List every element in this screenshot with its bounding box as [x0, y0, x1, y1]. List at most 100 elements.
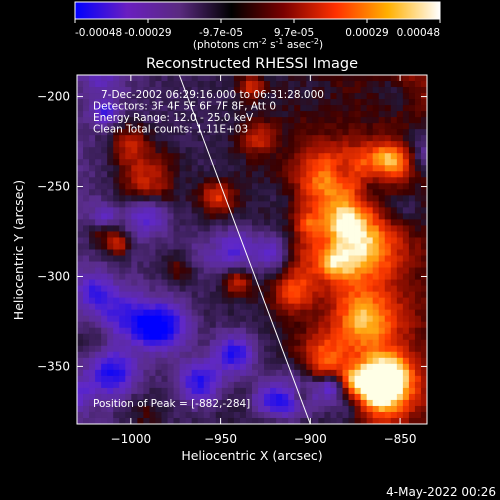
heatmap-cell	[420, 201, 427, 208]
heatmap-cell	[89, 291, 96, 299]
heatmap-cell	[324, 177, 331, 184]
heatmap-cell	[372, 171, 380, 178]
heatmap-cell	[276, 303, 283, 311]
heatmap-cell	[264, 363, 271, 371]
heatmap-cell	[101, 219, 108, 226]
heatmap-cell	[348, 333, 355, 341]
heatmap-cell	[306, 369, 313, 377]
heatmap-cell	[107, 237, 114, 244]
heatmap-cell	[155, 357, 162, 365]
heatmap-cell	[252, 249, 259, 256]
heatmap-cell	[197, 153, 205, 160]
heatmap-cell	[137, 327, 144, 335]
heatmap-cell	[131, 357, 138, 365]
heatmap-cell	[119, 303, 126, 311]
heatmap-cell	[306, 201, 313, 208]
heatmap-cell	[191, 411, 199, 419]
heatmap-cell	[185, 381, 193, 389]
heatmap-cell	[342, 303, 349, 311]
heatmap-cell	[215, 321, 223, 329]
heatmap-cell	[318, 333, 325, 341]
heatmap-cell	[197, 363, 205, 371]
heatmap-cell	[306, 327, 313, 335]
heatmap-cell	[245, 81, 253, 88]
heatmap-cell	[125, 237, 132, 244]
heatmap-cell	[143, 141, 150, 148]
heatmap-cell	[396, 99, 404, 106]
heatmap-cell	[185, 369, 193, 377]
heatmap-cell	[143, 279, 150, 287]
heatmap-cell	[366, 315, 374, 323]
heatmap-cell	[258, 111, 265, 118]
heatmap-cell	[239, 315, 247, 323]
heatmap-cell	[276, 111, 283, 118]
heatmap-cell	[239, 105, 247, 112]
heatmap-cell	[306, 117, 313, 124]
heatmap-cell	[227, 327, 235, 335]
heatmap-cell	[173, 81, 180, 88]
heatmap-cell	[252, 285, 259, 293]
heatmap-cell	[408, 267, 416, 274]
heatmap-cell	[173, 189, 180, 196]
heatmap-cell	[264, 351, 271, 359]
heatmap-cell	[384, 105, 392, 112]
heatmap-cell	[173, 279, 180, 287]
heatmap-cell	[233, 273, 241, 280]
heatmap-cell	[173, 99, 180, 106]
heatmap-cell	[239, 225, 247, 232]
heatmap-cell	[209, 417, 217, 424]
heatmap-cell	[324, 369, 331, 377]
heatmap-cell	[300, 273, 307, 280]
heatmap-cell	[245, 243, 253, 250]
heatmap-cell	[402, 381, 410, 389]
heatmap-cell	[312, 93, 319, 100]
heatmap-cell	[306, 405, 313, 413]
heatmap-cell	[101, 315, 108, 323]
heatmap-cell	[233, 183, 241, 190]
heatmap-cell	[294, 207, 301, 214]
heatmap-cell	[125, 75, 132, 82]
heatmap-cell	[252, 261, 259, 268]
heatmap-cell	[173, 171, 180, 178]
heatmap-cell	[258, 189, 265, 196]
heatmap-cell	[143, 219, 150, 226]
heatmap-cell	[330, 375, 337, 383]
heatmap-cell	[227, 381, 235, 389]
heatmap-cell	[161, 375, 168, 383]
heatmap-cell	[396, 405, 404, 413]
heatmap-cell	[264, 165, 271, 172]
heatmap-cell	[131, 195, 138, 202]
heatmap-cell	[221, 225, 229, 232]
heatmap-cell	[245, 345, 253, 353]
heatmap-cell	[227, 87, 235, 94]
heatmap-cell	[318, 411, 325, 419]
heatmap-cell	[95, 147, 102, 154]
heatmap-cell	[155, 387, 162, 395]
heatmap-cell	[378, 213, 386, 220]
heatmap-cell	[378, 291, 386, 299]
heatmap-cell	[155, 411, 162, 419]
heatmap-cell	[330, 147, 337, 154]
heatmap-cell	[282, 381, 289, 389]
heatmap-cell	[101, 261, 108, 268]
heatmap-cell	[288, 255, 295, 262]
heatmap-cell	[221, 273, 229, 280]
heatmap-cell	[402, 195, 410, 202]
heatmap-cell	[348, 309, 355, 317]
heatmap-cell	[203, 261, 211, 268]
heatmap-cell	[131, 321, 138, 329]
heatmap-cell	[125, 345, 132, 353]
heatmap-cell	[270, 213, 277, 220]
heatmap-cell	[258, 201, 265, 208]
heatmap-cell	[324, 243, 331, 250]
heatmap-cell	[342, 141, 349, 148]
heatmap-cell	[378, 345, 386, 353]
heatmap-cell	[414, 267, 422, 274]
heatmap-cell	[276, 309, 283, 317]
heatmap-cell	[203, 81, 211, 88]
heatmap-cell	[155, 189, 162, 196]
heatmap-cell	[414, 195, 422, 202]
heatmap-cell	[342, 351, 349, 359]
heatmap-cell	[245, 165, 253, 172]
heatmap-cell	[252, 387, 259, 395]
